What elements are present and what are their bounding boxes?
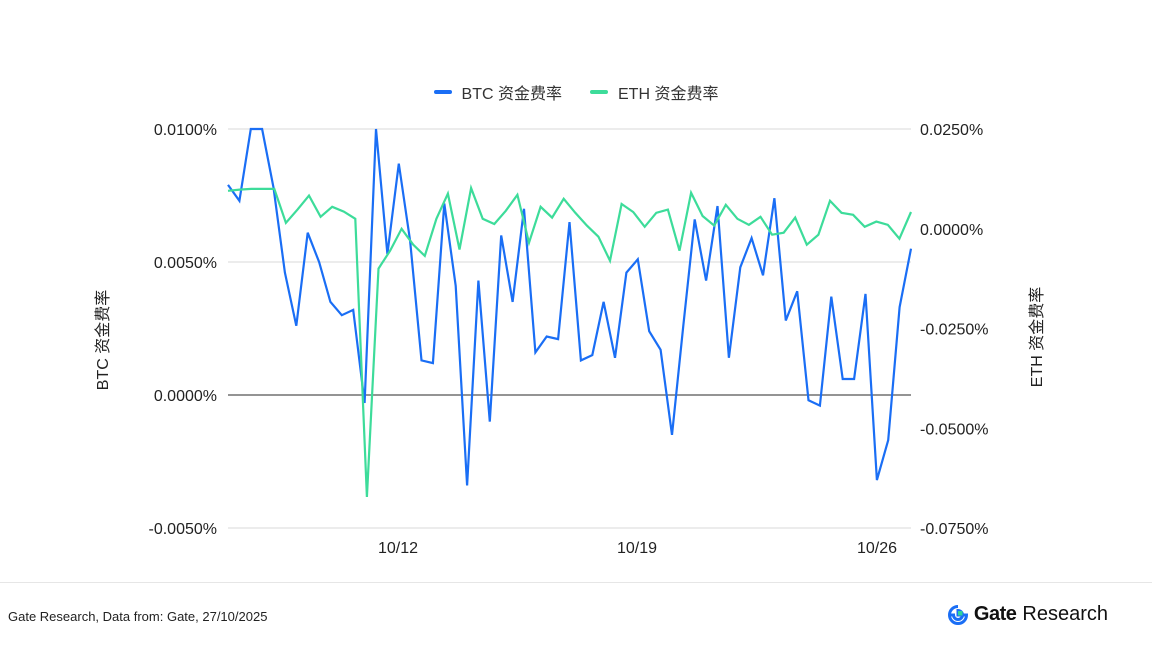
chart-legend: BTC 资金费率 ETH 资金费率: [0, 80, 1152, 104]
x-tick-label: 10/19: [617, 540, 657, 557]
series-lines: [227, 127, 913, 497]
footer-divider: [0, 582, 1152, 583]
series-line-eth: [227, 184, 913, 497]
brand-sub: Research: [1022, 603, 1108, 625]
legend-swatch-eth: [590, 90, 608, 94]
legend-label-btc: BTC 资金费率: [461, 86, 562, 103]
right-tick-label: -0.0250%: [920, 322, 989, 339]
left-tick-label: -0.0050%: [149, 521, 218, 538]
right-tick-label: -0.0750%: [920, 521, 989, 538]
series-line-btc: [227, 127, 913, 486]
source-note: Gate Research, Data from: Gate, 27/10/20…: [8, 609, 268, 624]
tick-labels: 0.0100% 0.0050% 0.0000% -0.0050% 0.0250% 0.00…: [149, 122, 989, 557]
left-axis-label: BTC 资金费率: [94, 290, 112, 390]
right-tick-label: 0.0000%: [920, 222, 983, 239]
x-tick-label: 10/26: [857, 540, 897, 557]
legend-swatch-btc: [433, 90, 452, 94]
right-tick-label: -0.0500%: [920, 421, 989, 438]
left-tick-label: 0.0000%: [154, 388, 217, 405]
legend-item-btc: BTC 资金费率: [433, 80, 562, 104]
grid-lines: [228, 128, 911, 529]
right-axis-label: ETH 资金费率: [1028, 287, 1046, 387]
x-tick-label: 10/12: [378, 540, 418, 557]
left-tick-label: 0.0100%: [154, 122, 217, 139]
left-tick-label: 0.0050%: [154, 255, 217, 272]
brand-name: Gate: [973, 603, 1017, 625]
right-tick-label: 0.0250%: [920, 122, 983, 139]
brand-logo-block: Gate Research: [947, 603, 1108, 626]
gate-logo-icon: [947, 604, 968, 625]
dual-axis-line-chart: 0.0100% 0.0050% 0.0000% -0.0050% 0.0250% 0.00…: [94, 122, 1046, 557]
legend-item-eth: ETH 资金费率: [590, 80, 718, 104]
legend-label-eth: ETH 资金费率: [618, 86, 719, 103]
